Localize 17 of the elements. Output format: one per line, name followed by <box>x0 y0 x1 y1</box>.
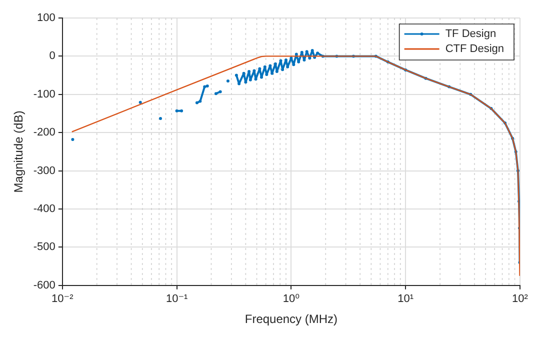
y-axis-title: Magnitude (dB) <box>12 110 26 193</box>
y-tick-label: -400 <box>33 203 56 216</box>
x-axis-title: Frequency (MHz) <box>244 312 338 326</box>
legend-label: CTF Design <box>445 43 504 56</box>
y-tick-label: -300 <box>33 164 56 177</box>
y-tick-label: -500 <box>33 241 56 254</box>
y-tick-label: -100 <box>33 88 56 100</box>
x-tick-label: 10⁻¹ <box>166 293 188 306</box>
x-tick-label: 10⁰ <box>282 293 300 306</box>
x-tick-label: 10⁻² <box>52 293 74 306</box>
y-tick-label: 100 <box>37 12 56 24</box>
y-tick-label: -600 <box>33 279 56 292</box>
legend-label: TF Design <box>445 28 496 40</box>
y-tick-label: -200 <box>33 126 56 139</box>
x-tick-label: 10¹ <box>398 293 414 306</box>
x-tick-label: 10² <box>512 293 528 306</box>
y-tick-label: 0 <box>49 50 56 62</box>
